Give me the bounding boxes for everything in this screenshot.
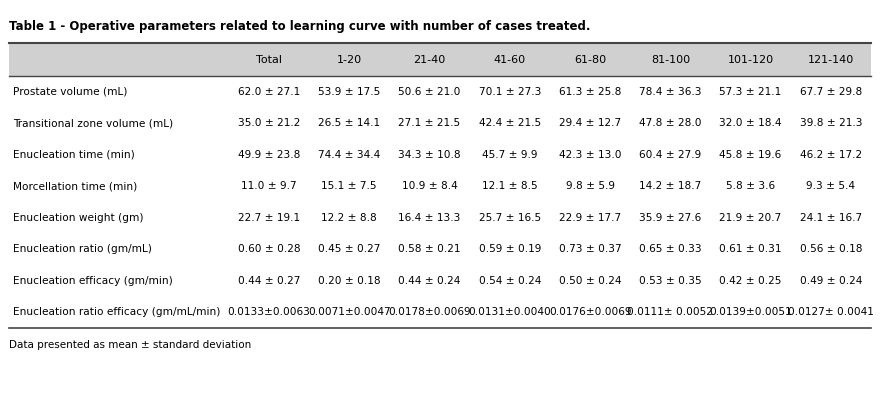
Text: 14.2 ± 18.7: 14.2 ± 18.7	[639, 181, 701, 191]
Text: 0.65 ± 0.33: 0.65 ± 0.33	[639, 244, 701, 254]
Text: 0.45 ± 0.27: 0.45 ± 0.27	[318, 244, 380, 254]
Text: 0.50 ± 0.24: 0.50 ± 0.24	[559, 276, 621, 286]
Text: 0.0111± 0.0052: 0.0111± 0.0052	[627, 307, 714, 318]
Text: 27.1 ± 21.5: 27.1 ± 21.5	[399, 118, 460, 128]
Text: 22.7 ± 19.1: 22.7 ± 19.1	[238, 213, 300, 223]
Text: 0.58 ± 0.21: 0.58 ± 0.21	[399, 244, 461, 254]
Text: 0.49 ± 0.24: 0.49 ± 0.24	[800, 276, 862, 286]
Text: 42.3 ± 13.0: 42.3 ± 13.0	[559, 150, 621, 160]
Text: 12.2 ± 8.8: 12.2 ± 8.8	[321, 213, 378, 223]
Text: 46.2 ± 17.2: 46.2 ± 17.2	[800, 150, 862, 160]
Text: 121-140: 121-140	[808, 55, 854, 64]
Text: 47.8 ± 28.0: 47.8 ± 28.0	[639, 118, 701, 128]
Text: 49.9 ± 23.8: 49.9 ± 23.8	[238, 150, 300, 160]
Text: 15.1 ± 7.5: 15.1 ± 7.5	[321, 181, 377, 191]
Text: Table 1 - Operative parameters related to learning curve with number of cases tr: Table 1 - Operative parameters related t…	[9, 20, 590, 33]
Text: 70.1 ± 27.3: 70.1 ± 27.3	[479, 87, 541, 97]
Text: Enucleation time (min): Enucleation time (min)	[13, 150, 135, 160]
Text: Total: Total	[256, 55, 282, 64]
Text: 32.0 ± 18.4: 32.0 ± 18.4	[719, 118, 781, 128]
Text: Enucleation weight (gm): Enucleation weight (gm)	[13, 213, 143, 223]
Text: Enucleation ratio (gm/mL): Enucleation ratio (gm/mL)	[13, 244, 152, 254]
Text: 0.0139±0.0051: 0.0139±0.0051	[709, 307, 792, 318]
Text: Morcellation time (min): Morcellation time (min)	[13, 181, 137, 191]
Text: 24.1 ± 16.7: 24.1 ± 16.7	[800, 213, 862, 223]
Text: 53.9 ± 17.5: 53.9 ± 17.5	[318, 87, 380, 97]
Text: 50.6 ± 21.0: 50.6 ± 21.0	[399, 87, 461, 97]
Text: 0.0178±0.0069: 0.0178±0.0069	[388, 307, 471, 318]
Text: 0.44 ± 0.24: 0.44 ± 0.24	[399, 276, 461, 286]
Text: 0.44 ± 0.27: 0.44 ± 0.27	[238, 276, 300, 286]
Text: 0.0131±0.0040: 0.0131±0.0040	[468, 307, 551, 318]
Text: 0.0127± 0.0041: 0.0127± 0.0041	[788, 307, 874, 318]
Text: 74.4 ± 34.4: 74.4 ± 34.4	[318, 150, 380, 160]
Text: 9.3 ± 5.4: 9.3 ± 5.4	[806, 181, 855, 191]
Text: 34.3 ± 10.8: 34.3 ± 10.8	[398, 150, 461, 160]
Text: 0.42 ± 0.25: 0.42 ± 0.25	[720, 276, 781, 286]
Text: Enucleation ratio efficacy (gm/mL/min): Enucleation ratio efficacy (gm/mL/min)	[13, 307, 220, 318]
Text: 12.1 ± 8.5: 12.1 ± 8.5	[482, 181, 538, 191]
Text: 26.5 ± 14.1: 26.5 ± 14.1	[319, 118, 380, 128]
Text: Data presented as mean ± standard deviation: Data presented as mean ± standard deviat…	[9, 340, 252, 350]
Text: 0.0133±0.0063: 0.0133±0.0063	[228, 307, 311, 318]
Text: 0.53 ± 0.35: 0.53 ± 0.35	[639, 276, 701, 286]
Text: 57.3 ± 21.1: 57.3 ± 21.1	[720, 87, 781, 97]
Text: Enucleation efficacy (gm/min): Enucleation efficacy (gm/min)	[13, 276, 172, 286]
Text: 29.4 ± 12.7: 29.4 ± 12.7	[559, 118, 621, 128]
Text: 1-20: 1-20	[337, 55, 362, 64]
Text: 39.8 ± 21.3: 39.8 ± 21.3	[800, 118, 862, 128]
Text: 81-100: 81-100	[650, 55, 690, 64]
Text: 10.9 ± 8.4: 10.9 ± 8.4	[401, 181, 458, 191]
Text: 0.60 ± 0.28: 0.60 ± 0.28	[238, 244, 300, 254]
Bar	[9, 43, 871, 76]
Text: 0.56 ± 0.18: 0.56 ± 0.18	[800, 244, 862, 254]
Text: 16.4 ± 13.3: 16.4 ± 13.3	[399, 213, 461, 223]
Text: 61.3 ± 25.8: 61.3 ± 25.8	[559, 87, 621, 97]
Text: 101-120: 101-120	[728, 55, 774, 64]
Text: 9.8 ± 5.9: 9.8 ± 5.9	[566, 181, 614, 191]
Text: 42.4 ± 21.5: 42.4 ± 21.5	[479, 118, 541, 128]
Text: 0.54 ± 0.24: 0.54 ± 0.24	[479, 276, 541, 286]
Text: 0.59 ± 0.19: 0.59 ± 0.19	[479, 244, 541, 254]
Text: 62.0 ± 27.1: 62.0 ± 27.1	[238, 87, 300, 97]
Text: 0.0176±0.0069: 0.0176±0.0069	[549, 307, 631, 318]
Text: 61-80: 61-80	[574, 55, 606, 64]
Text: 21-40: 21-40	[414, 55, 445, 64]
Text: Prostate volume (mL): Prostate volume (mL)	[13, 87, 128, 97]
Text: 5.8 ± 3.6: 5.8 ± 3.6	[726, 181, 775, 191]
Text: 35.0 ± 21.2: 35.0 ± 21.2	[238, 118, 300, 128]
Text: 60.4 ± 27.9: 60.4 ± 27.9	[639, 150, 701, 160]
Text: 11.0 ± 9.7: 11.0 ± 9.7	[241, 181, 297, 191]
Text: 0.20 ± 0.18: 0.20 ± 0.18	[318, 276, 380, 286]
Text: 0.61 ± 0.31: 0.61 ± 0.31	[719, 244, 781, 254]
Text: 78.4 ± 36.3: 78.4 ± 36.3	[639, 87, 701, 97]
Text: 45.8 ± 19.6: 45.8 ± 19.6	[720, 150, 781, 160]
Text: 67.7 ± 29.8: 67.7 ± 29.8	[800, 87, 862, 97]
Text: Transitional zone volume (mL): Transitional zone volume (mL)	[13, 118, 173, 128]
Text: 25.7 ± 16.5: 25.7 ± 16.5	[479, 213, 541, 223]
Text: 41-60: 41-60	[494, 55, 526, 64]
Text: 0.0071±0.0047: 0.0071±0.0047	[308, 307, 391, 318]
Text: 21.9 ± 20.7: 21.9 ± 20.7	[720, 213, 781, 223]
Text: 45.7 ± 9.9: 45.7 ± 9.9	[482, 150, 538, 160]
Text: 22.9 ± 17.7: 22.9 ± 17.7	[559, 213, 621, 223]
Text: 35.9 ± 27.6: 35.9 ± 27.6	[639, 213, 701, 223]
Text: 0.73 ± 0.37: 0.73 ± 0.37	[559, 244, 621, 254]
